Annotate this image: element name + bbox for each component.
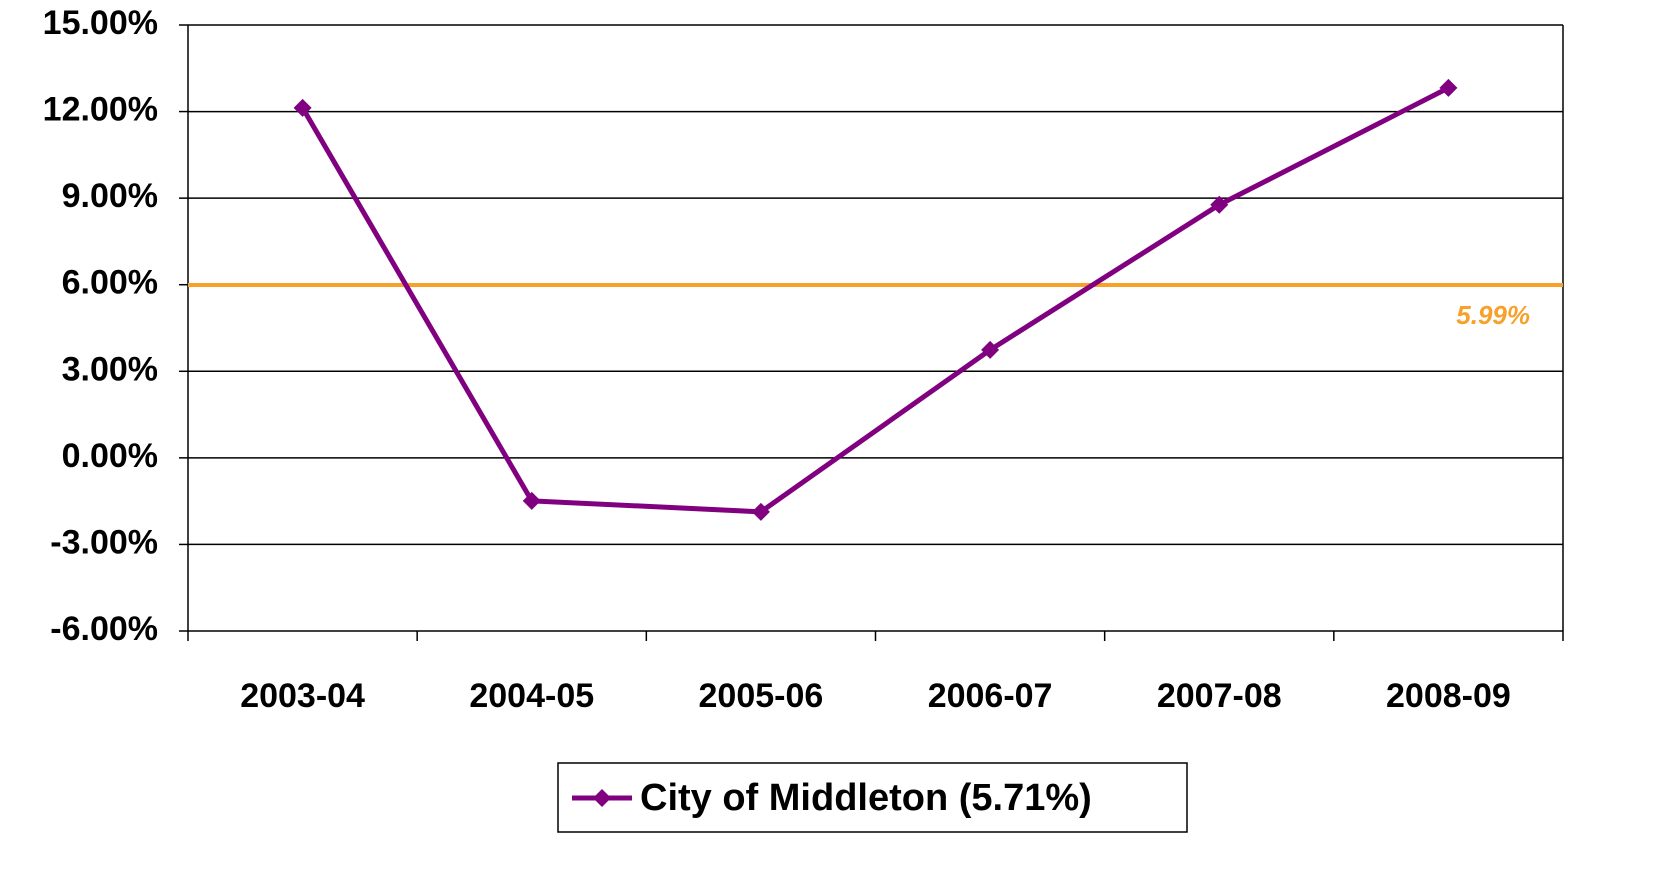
x-tick-label: 2007-08 [1157, 677, 1282, 715]
point-marker [751, 502, 770, 521]
x-tick-label: 2005-06 [699, 677, 824, 715]
series-line [300, 85, 1450, 515]
legend-marker [593, 789, 611, 807]
y-tick-label: 9.00% [62, 177, 158, 215]
y-tick-label: 15.00% [43, 4, 158, 42]
x-tick-label: 2003-04 [240, 677, 365, 715]
y-tick-label: 6.00% [62, 264, 158, 302]
point-marker [522, 491, 541, 510]
legend-box [557, 762, 1188, 833]
x-tick-label: 2008-09 [1386, 677, 1511, 715]
reference-label: 5.99% [1456, 300, 1530, 330]
point-marker [1439, 78, 1458, 97]
y-tick-label: -6.00% [50, 610, 158, 648]
y-tick-label: 3.00% [62, 350, 158, 388]
legend-label: City of Middleton (5.71%) [640, 777, 1092, 819]
point-marker [293, 98, 312, 117]
x-tick-label: 2004-05 [469, 677, 594, 715]
x-tick-label: 2006-07 [928, 677, 1053, 715]
y-tick-label: -3.00% [50, 523, 158, 561]
point-marker [1210, 195, 1229, 214]
point-marker [981, 340, 1000, 359]
y-tick-label: 12.00% [43, 91, 158, 129]
y-tick-label: 0.00% [62, 437, 158, 475]
